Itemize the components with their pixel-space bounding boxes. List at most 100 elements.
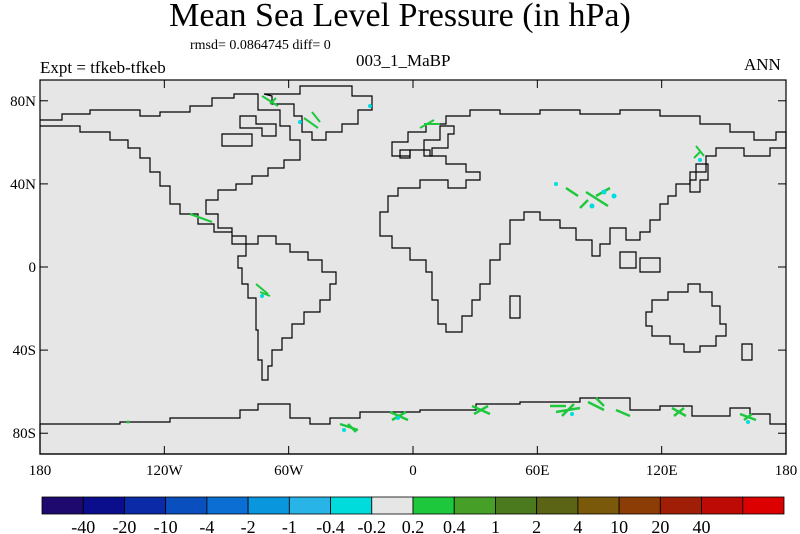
diff-marker bbox=[298, 120, 302, 124]
colorbar-swatch bbox=[577, 496, 620, 515]
coastline-antarctica bbox=[39, 397, 787, 455]
colorbar-swatch bbox=[41, 496, 84, 515]
colorbar-label: -1 bbox=[282, 517, 297, 534]
colorbar-swatch bbox=[495, 496, 538, 515]
map-title: Mean Sea Level Pressure (in hPa) bbox=[169, 0, 631, 34]
diff-marker bbox=[260, 294, 264, 298]
coastline-uk bbox=[399, 149, 411, 159]
colorbar-label: -0.2 bbox=[358, 517, 387, 534]
diff-marker bbox=[570, 412, 574, 416]
coastline-japan bbox=[689, 163, 709, 193]
diff-marker bbox=[396, 416, 400, 420]
colorbar-label: 0.4 bbox=[443, 517, 466, 534]
diff-marker bbox=[342, 428, 346, 432]
colorbar-swatch bbox=[371, 496, 414, 515]
y-tick-label: 80N bbox=[10, 94, 36, 110]
colorbar-swatch bbox=[82, 496, 125, 515]
x-axis: 180 120W 60W 0 60E 120E 180 bbox=[29, 80, 798, 479]
diff-marker bbox=[589, 203, 595, 209]
colorbar-swatch bbox=[247, 496, 290, 515]
coastlines bbox=[39, 85, 787, 455]
x-tick-label: 180 bbox=[775, 463, 798, 479]
season-label: ANN bbox=[744, 55, 781, 74]
experiment-label: Expt = tfkeb-tfkeb bbox=[40, 58, 166, 77]
y-tick-label: 40N bbox=[10, 177, 36, 193]
diff-marker bbox=[693, 145, 705, 159]
coastline-australia bbox=[645, 283, 727, 353]
diff-marker bbox=[339, 422, 359, 433]
diff-marker bbox=[550, 403, 581, 417]
coastline-new-zealand bbox=[741, 343, 753, 361]
diff-marker bbox=[601, 189, 607, 195]
diff-marker bbox=[126, 420, 130, 424]
colorbar-label: -40 bbox=[71, 517, 95, 534]
diff-marker bbox=[303, 111, 321, 129]
diff-marker bbox=[746, 420, 750, 424]
colorbar-label: -20 bbox=[112, 517, 136, 534]
diff-marker bbox=[255, 283, 271, 297]
colorbar-label: 4 bbox=[573, 517, 582, 534]
diff-marker bbox=[189, 213, 213, 223]
y-tick-label: 80S bbox=[13, 426, 36, 442]
x-tick-label: 180 bbox=[29, 463, 52, 479]
coastline-south-america bbox=[237, 235, 337, 381]
colorbar-swatch bbox=[618, 496, 661, 515]
diff-marker bbox=[419, 119, 440, 129]
colorbar-swatch bbox=[659, 496, 702, 515]
diff-marker bbox=[389, 410, 409, 422]
diff-marker bbox=[587, 397, 605, 412]
colorbar-swatch bbox=[742, 496, 785, 515]
diff-marker bbox=[611, 193, 617, 199]
colorbar-label: 1 bbox=[491, 517, 500, 534]
coastline-scandinavia bbox=[423, 125, 455, 157]
colorbar-swatch bbox=[536, 496, 579, 515]
diff-marker bbox=[615, 408, 631, 418]
diff-marker bbox=[554, 182, 558, 186]
y-axis: 80N 40N 0 40S 80S bbox=[10, 94, 786, 442]
coastline-baffin bbox=[239, 115, 277, 137]
x-tick-label: 0 bbox=[409, 463, 417, 479]
colorbar: -40 -20 -10 -4 -2 -1 -0.4 -0.2 0.2 0.4 1 2 4 10 20 40 bbox=[41, 496, 785, 534]
coastline-se-asia bbox=[619, 251, 637, 269]
coastline-madagascar bbox=[509, 295, 521, 319]
colorbar-swatch bbox=[453, 496, 496, 515]
coastline-arctic-island bbox=[221, 133, 253, 147]
diff-marker bbox=[471, 404, 491, 416]
x-tick-label: 60W bbox=[274, 463, 304, 479]
diff-marker bbox=[565, 186, 611, 209]
rmsd-diff-stats: rmsd= 0.0864745 diff= 0 bbox=[190, 38, 331, 53]
y-tick-label: 0 bbox=[29, 260, 37, 276]
x-tick-label: 120E bbox=[646, 463, 678, 479]
coastline-eurasia-africa bbox=[379, 109, 787, 333]
colorbar-label: 20 bbox=[651, 517, 669, 534]
run-label: 003_1_MaBP bbox=[356, 51, 451, 70]
coastline-indonesia bbox=[639, 257, 661, 273]
colorbar-label: -2 bbox=[241, 517, 256, 534]
diff-marker bbox=[261, 95, 279, 107]
colorbar-swatch bbox=[288, 496, 331, 515]
colorbar-swatch bbox=[165, 496, 208, 515]
colorbar-label: -4 bbox=[199, 517, 214, 534]
diff-marker bbox=[739, 412, 757, 422]
colorbar-swatch bbox=[206, 496, 249, 515]
colorbar-label: -0.4 bbox=[316, 517, 345, 534]
colorbar-label: 0.2 bbox=[402, 517, 425, 534]
colorbar-label: -10 bbox=[154, 517, 178, 534]
x-tick-label: 120W bbox=[146, 463, 184, 479]
colorbar-swatch bbox=[330, 496, 373, 515]
coastline-north-america bbox=[40, 93, 301, 245]
y-tick-label: 40S bbox=[13, 343, 36, 359]
colorbar-label: 40 bbox=[693, 517, 711, 534]
colorbar-label: 10 bbox=[610, 517, 628, 534]
colorbar-label: 2 bbox=[532, 517, 541, 534]
coastline-greenland bbox=[263, 85, 373, 141]
colorbar-swatch bbox=[412, 496, 455, 515]
diff-marker bbox=[368, 104, 372, 108]
difference-markers bbox=[126, 95, 757, 433]
diff-marker bbox=[698, 158, 702, 162]
colorbar-swatch bbox=[124, 496, 167, 515]
diff-marker bbox=[671, 406, 687, 418]
x-tick-label: 60E bbox=[525, 463, 549, 479]
ocean-background bbox=[40, 80, 786, 454]
